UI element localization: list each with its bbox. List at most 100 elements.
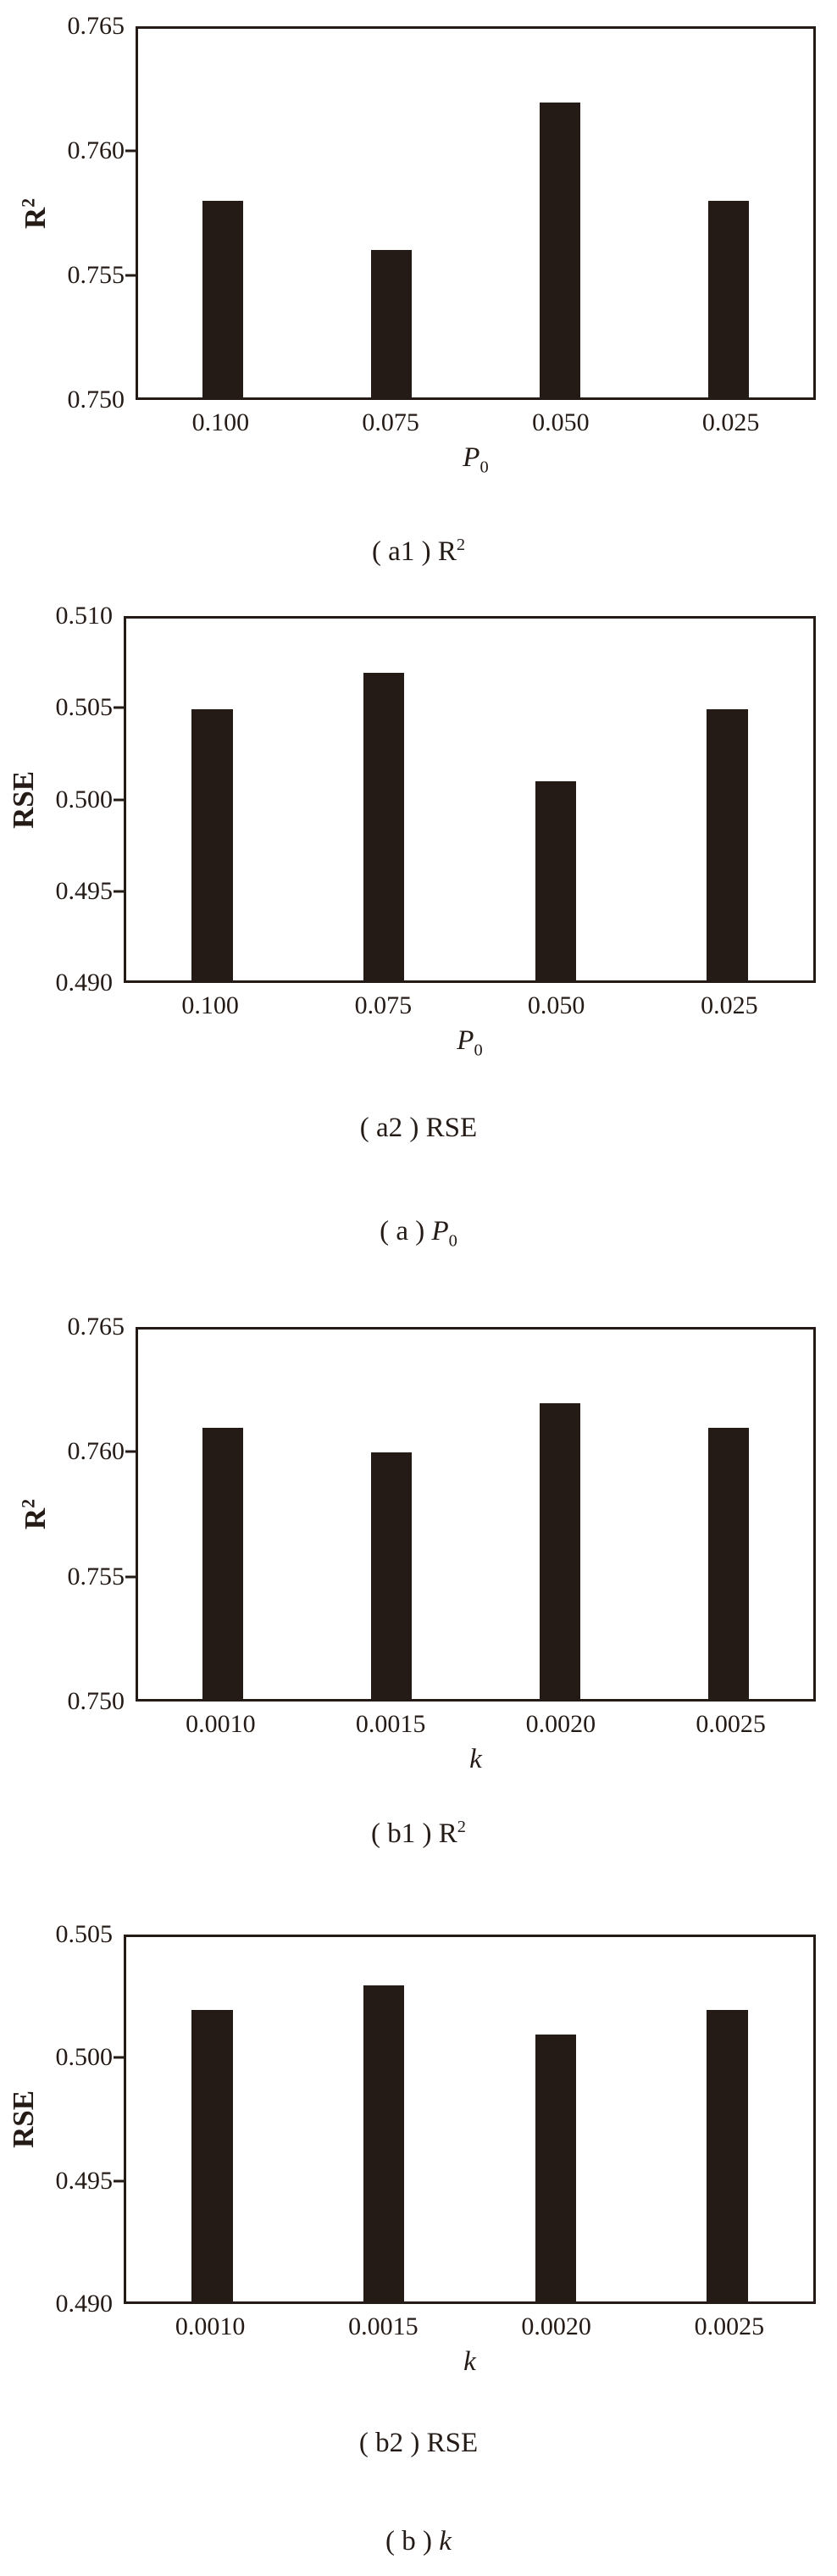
y-tick-label: 0.765	[67, 12, 125, 40]
y-tick-label: 0.495	[55, 2166, 114, 2195]
y-axis-label: R2	[16, 1421, 55, 1607]
label-text: R	[437, 536, 457, 567]
y-tick-label: 0.755	[67, 261, 125, 289]
x-tick-label: 0.0020	[521, 2312, 591, 2340]
x-axis-label: P0	[124, 1024, 816, 1060]
x-tick-label: 0.0015	[348, 2312, 418, 2340]
x-tick-label: 0.0010	[175, 2312, 246, 2340]
chart-panel-b2: RSE k 0.505 0.500 0.495 0.490 0.0010 0.0015 0.…	[7, 1922, 816, 2377]
label-text: P	[463, 442, 480, 473]
y-tick-label: 0.750	[67, 1687, 125, 1715]
bar-b2-0.0015	[363, 1985, 405, 2301]
y-tick-mark	[114, 706, 124, 709]
y-tick-label: 0.500	[55, 785, 114, 813]
x-tick-label: 0.0020	[525, 1710, 596, 1738]
y-tick-mark	[125, 274, 136, 277]
y-tick-label: 0.500	[55, 2043, 114, 2072]
y-tick-mark	[125, 1575, 136, 1579]
label-text: P	[457, 1025, 474, 1056]
label-superscript: 2	[18, 197, 39, 208]
x-tick-label: 0.100	[191, 408, 250, 436]
label-text: RSE	[7, 770, 40, 829]
bar-b2-0.0020	[535, 2034, 577, 2301]
y-tick-label: 0.750	[67, 386, 125, 414]
bar-a1-0.075	[370, 250, 412, 397]
y-tick-mark	[114, 798, 124, 801]
label-superscript: 2	[456, 536, 466, 554]
caption-group-a: ( a ) P0	[0, 1213, 837, 1250]
y-tick-label: 0.510	[55, 602, 114, 630]
bar-b2-0.0025	[707, 2010, 748, 2301]
label-text: R	[438, 1818, 457, 1849]
x-tick-label: 0.0010	[186, 1710, 256, 1738]
plot-area	[136, 26, 816, 400]
x-axis-label: P0	[136, 441, 816, 477]
label-prefix: ( a2 )	[359, 1113, 426, 1143]
label-subscript: 0	[448, 1231, 457, 1251]
y-tick-label: 0.490	[55, 2290, 114, 2318]
x-tick-label: 0.075	[362, 408, 419, 436]
y-axis-label: RSE	[4, 707, 43, 893]
label-text: RSE	[7, 2090, 40, 2149]
chart-panel-b1: R2 k 0.765 0.760 0.755 0.750 0.0010 0.0015 0.0…	[18, 1314, 816, 1774]
label-text: k	[469, 1744, 482, 1774]
caption-a1: ( a1 ) R2	[0, 533, 837, 570]
bar-b2-0.0010	[191, 2010, 233, 2301]
x-tick-label: 0.0025	[696, 1710, 766, 1738]
label-text: RSE	[426, 2428, 479, 2458]
label-text: k	[439, 2526, 452, 2557]
label-prefix: ( a )	[380, 1216, 432, 1246]
bar-b1-0.0025	[708, 1428, 750, 1699]
x-axis-label: k	[124, 2345, 816, 2379]
label-superscript: 2	[457, 1818, 466, 1836]
bar-b1-0.0020	[540, 1403, 581, 1699]
bar-a2-0.050	[535, 781, 577, 980]
y-tick-label: 0.490	[55, 969, 114, 997]
y-axis-label: R2	[16, 120, 55, 307]
bar-a2-0.100	[191, 708, 233, 980]
plot-area	[124, 616, 816, 983]
chart-panel-a2: RSE P0 0.510 0.505 0.500 0.495 0.490 0.100 0.0…	[7, 603, 816, 1059]
x-tick-label: 0.100	[181, 991, 239, 1019]
x-tick-label: 0.050	[532, 408, 590, 436]
label-text: k	[463, 2346, 476, 2377]
label-subscript: 0	[479, 458, 489, 477]
label-text: RSE	[425, 1113, 478, 1143]
x-tick-label: 0.075	[354, 991, 413, 1019]
y-tick-label: 0.760	[67, 1437, 125, 1466]
bar-b1-0.0010	[202, 1428, 243, 1699]
y-tick-label: 0.765	[67, 1313, 125, 1341]
caption-b2: ( b2 ) RSE	[0, 2424, 837, 2462]
x-tick-label: 0.0015	[355, 1710, 426, 1738]
y-tick-label: 0.505	[55, 693, 114, 722]
caption-group-b: ( b ) k	[0, 2523, 837, 2560]
bar-a1-0.100	[202, 201, 243, 397]
y-tick-mark	[114, 2056, 124, 2059]
y-tick-mark	[125, 149, 136, 153]
label-prefix: ( b )	[385, 2526, 440, 2557]
bar-a2-0.075	[363, 673, 405, 980]
y-tick-label: 0.495	[55, 876, 114, 905]
bar-b1-0.0015	[370, 1452, 412, 1699]
label-prefix: ( b1 )	[371, 1818, 439, 1849]
chart-panel-a1: R2 P0 0.765 0.760 0.755 0.750 0.100 0.075 0.05…	[18, 14, 816, 476]
y-tick-mark	[125, 1450, 136, 1453]
x-tick-label: 0.025	[701, 408, 760, 436]
label-text: R	[19, 1507, 52, 1530]
caption-b1: ( b1 ) R2	[0, 1815, 837, 1852]
plot-area	[136, 1327, 816, 1702]
y-tick-label: 0.755	[67, 1562, 125, 1591]
x-tick-label: 0.025	[701, 991, 758, 1019]
y-tick-mark	[114, 2179, 124, 2183]
label-subscript: 0	[474, 1041, 483, 1060]
bar-a1-0.050	[540, 103, 581, 397]
x-tick-label: 0.0025	[694, 2312, 765, 2340]
y-tick-label: 0.760	[67, 136, 125, 164]
label-superscript: 2	[18, 1498, 39, 1508]
y-tick-mark	[114, 890, 124, 893]
bar-a1-0.025	[708, 201, 750, 397]
y-axis-label: RSE	[4, 2026, 43, 2212]
y-tick-label: 0.505	[55, 1920, 114, 1948]
label-prefix: ( a1 )	[371, 536, 438, 567]
